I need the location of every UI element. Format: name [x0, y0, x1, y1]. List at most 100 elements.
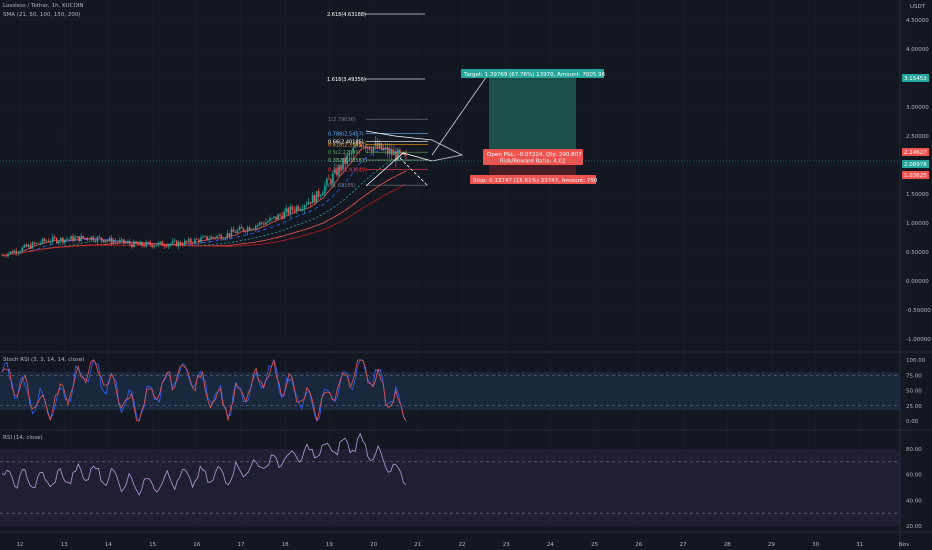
- candle-body: [315, 191, 318, 203]
- candle-body: [66, 239, 68, 241]
- candle-body: [143, 245, 145, 247]
- candle-body: [356, 142, 359, 147]
- candle-body: [200, 237, 202, 243]
- candle-body: [228, 233, 231, 237]
- time-tick: 27: [680, 542, 687, 548]
- price-badge-label: 2.14627: [904, 150, 927, 156]
- price-tick: 2.50000: [906, 134, 929, 140]
- candle-body: [293, 210, 296, 212]
- candle-body: [307, 201, 310, 205]
- candle-body: [15, 250, 18, 253]
- triangle-lower: [365, 152, 433, 187]
- candle-body: [11, 251, 13, 254]
- time-axis: 12 13 14 15 16 17 18 19 20 21 22 23 24 25 26 27 28 29 30 31…: [17, 542, 911, 548]
- rsi-tick: 20.00: [906, 524, 922, 530]
- candle-body: [161, 241, 164, 246]
- candle-body: [167, 244, 170, 247]
- candle-body: [277, 214, 279, 220]
- fib-level-label: 0.5(2.22099): [328, 150, 361, 156]
- target-connector: [431, 72, 490, 156]
- stop-label: Stop: 0.33747 (15.61%) 33747, Amount: 75…: [473, 178, 598, 184]
- candle-body: [275, 216, 277, 220]
- candle-body: [35, 242, 38, 244]
- time-tick: Nov: [899, 542, 910, 548]
- candle-body: [267, 221, 269, 223]
- open-pl-label: Open P&L: -0.07224, Qty: 290.807: [487, 152, 582, 158]
- candle-body: [397, 149, 399, 161]
- price-tick: -0.50000: [906, 308, 931, 314]
- time-tick: 18: [282, 542, 289, 548]
- time-tick: 12: [17, 542, 24, 548]
- candle-body: [169, 243, 172, 245]
- candle-body: [76, 236, 78, 238]
- price-tick: 0.50000: [906, 250, 929, 256]
- candle-body: [13, 250, 15, 254]
- stoch-rsi-lines: [1, 358, 407, 423]
- rsi-tick: 80.00: [906, 447, 922, 453]
- candle-body: [208, 239, 210, 241]
- candle-body: [230, 229, 233, 237]
- candle-body: [175, 240, 178, 247]
- candle-body: [269, 218, 271, 222]
- candle-body: [372, 146, 375, 152]
- candle-body: [51, 236, 54, 242]
- candle-body: [141, 241, 143, 246]
- candle-body: [204, 236, 206, 237]
- price-badge: [902, 160, 929, 168]
- candle-body: [263, 223, 265, 225]
- candle-body: [299, 208, 302, 210]
- candle-body: [37, 242, 40, 244]
- rsi-axis: 80.00 60.00 40.00 20.00: [0, 447, 922, 530]
- candle-body: [216, 235, 218, 239]
- candle-body: [287, 208, 290, 214]
- candle-body: [33, 242, 36, 244]
- candle-body: [362, 146, 365, 148]
- candle-body: [382, 148, 385, 150]
- candle-body: [254, 225, 257, 229]
- sma-50-line: [1, 148, 407, 257]
- symbol-title[interactable]: Lossless / Tether, 1h, KUCOIN: [3, 3, 84, 9]
- time-tick: 31: [856, 542, 863, 548]
- candle-body: [31, 242, 34, 249]
- stoch-tick: 0.00: [906, 419, 919, 425]
- stoch-tick: 50.00: [906, 389, 922, 395]
- candle-body: [9, 251, 11, 254]
- candle-body: [137, 243, 139, 245]
- moving-averages: [1, 146, 407, 257]
- time-tick: 21: [414, 542, 421, 548]
- fib-level-label: 0.382(2.08581): [328, 158, 367, 164]
- candle-body: [60, 237, 62, 242]
- stoch-tick: 75.00: [906, 373, 922, 379]
- candle-body: [386, 147, 389, 155]
- candle-body: [45, 240, 48, 242]
- target-zone[interactable]: [489, 73, 576, 152]
- stop-label-box[interactable]: [470, 175, 596, 184]
- candle-body: [289, 206, 292, 214]
- target-label: Target: 1.39769 (67.76%) 13970, Amount: …: [463, 72, 606, 78]
- rsi-tick: 40.00: [906, 498, 922, 504]
- fib-ext-label: 2.618(4.63188): [327, 12, 366, 18]
- candle-body: [297, 206, 300, 210]
- fib-level-label: 1(2.79036): [328, 117, 356, 123]
- candle-body: [317, 191, 320, 197]
- time-tick: 16: [193, 542, 200, 548]
- time-tick: 15: [149, 542, 156, 548]
- candle-body: [342, 158, 344, 170]
- candle-body: [1, 254, 3, 256]
- sma-legend[interactable]: SMA (21, 50, 100, 150, 200): [3, 12, 81, 18]
- time-tick: 30: [812, 542, 819, 548]
- candle-body: [334, 168, 336, 174]
- triangle-upper: [365, 130, 433, 141]
- candle-body: [129, 241, 131, 245]
- sma-21-line: [1, 146, 407, 256]
- candle-body: [157, 242, 160, 246]
- candle-body: [220, 234, 223, 240]
- target-label-box[interactable]: [461, 69, 604, 78]
- candle-body: [155, 245, 158, 246]
- candle-body: [338, 165, 340, 176]
- candle-body: [62, 237, 64, 243]
- candle-body: [368, 146, 371, 150]
- candle-body: [135, 241, 137, 244]
- candle-body: [240, 226, 243, 229]
